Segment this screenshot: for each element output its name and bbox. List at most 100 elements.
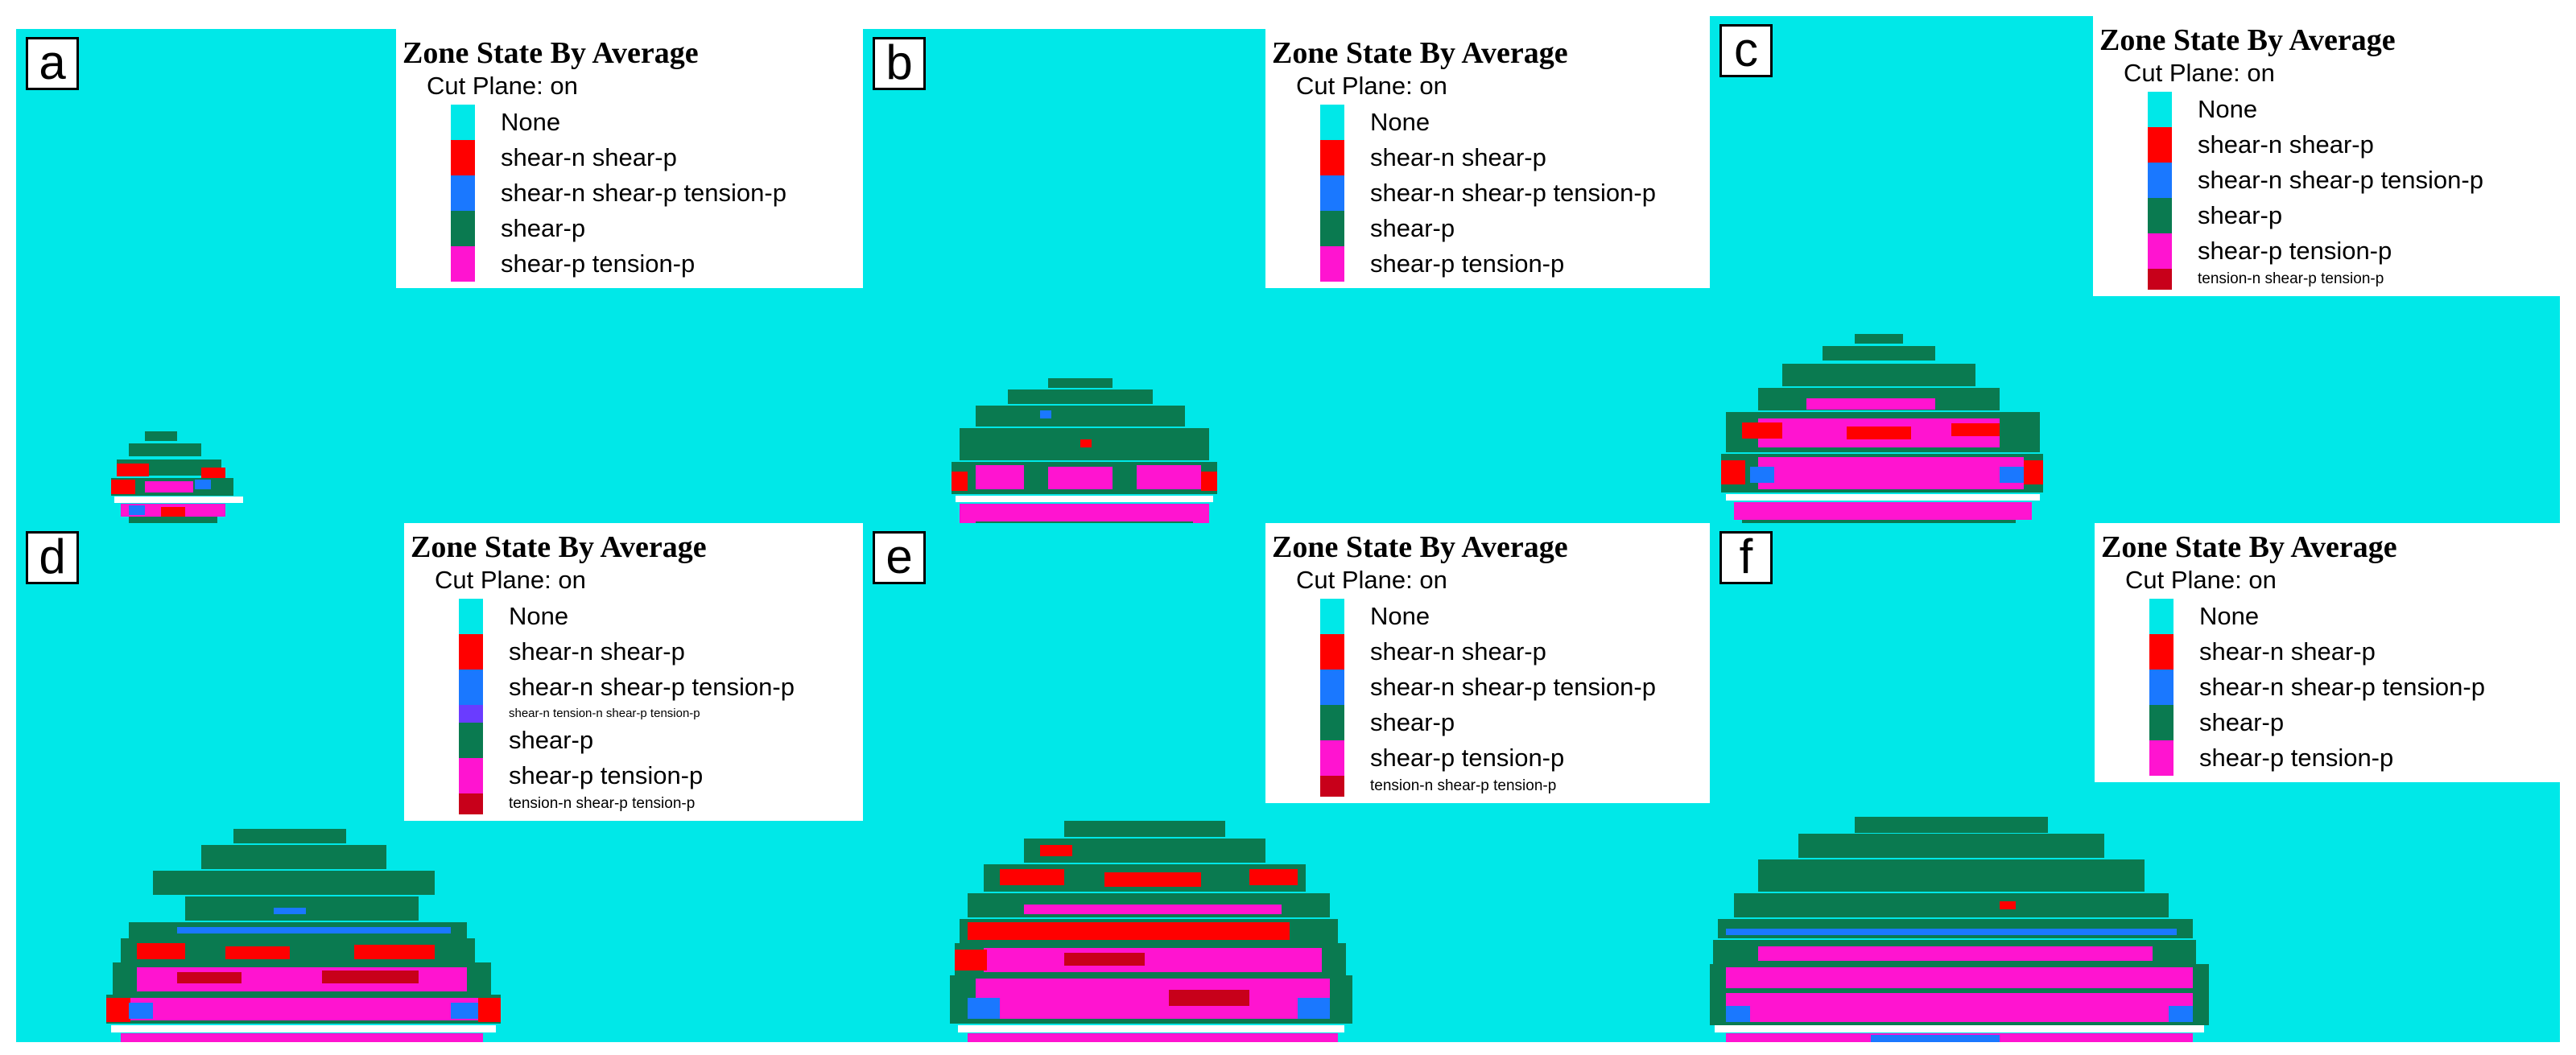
zone-shear-p [976, 406, 1185, 427]
zone-opening [956, 496, 1213, 502]
zone-shear-n-shear-p [478, 998, 501, 1022]
legend-swatch [2149, 634, 2174, 670]
zone-shear-n-shear-p-tension-p [177, 927, 451, 933]
panel-label: a [26, 37, 79, 90]
zone-shear-p [1758, 859, 2145, 892]
legend-label: shear-p [2198, 201, 2283, 229]
legend-label: shear-n shear-p [2198, 130, 2374, 159]
zone-tension-n-shear-p-tension-p [1064, 953, 1145, 966]
legend-item-shear-p-tension-p: shear-p tension-p [1320, 246, 1708, 282]
legend-label: None [501, 108, 561, 136]
zone-shear-n-shear-p [225, 946, 290, 959]
legend-item-shear-p: shear-p [2148, 198, 2560, 233]
legend-label: shear-p [509, 726, 594, 754]
legend-swatch [1320, 670, 1344, 705]
legend-item-none: None [1320, 599, 1708, 634]
legend-item-none: None [2148, 92, 2560, 127]
legend-swatch [451, 211, 475, 246]
legend-item-shear-p-tension-p: shear-p tension-p [459, 758, 863, 793]
panel-label: f [1719, 531, 1773, 584]
legend-swatch [2148, 127, 2172, 163]
legend-swatch [2149, 705, 2174, 740]
legend-subtitle: Cut Plane: on [2124, 59, 2275, 87]
legend-swatch [1320, 211, 1344, 246]
zone-shear-p [1008, 389, 1153, 404]
legend-swatch [1320, 705, 1344, 740]
zone-shear-n-shear-p [1742, 422, 1782, 439]
zone-shear-p-tension-p [145, 481, 193, 492]
panel-e: e Zone State By Average Cut Plane: on No… [863, 523, 1713, 1042]
zone-shear-p [1823, 346, 1935, 361]
zone-shear-n-shear-p-tension-p [1298, 998, 1330, 1019]
zone-shear-p [201, 845, 386, 869]
zone-shear-n-shear-p [1000, 869, 1064, 885]
legend-item-shear-p: shear-p [2149, 705, 2553, 740]
failure-zone-diagram-d [106, 829, 501, 1042]
legend-label: shear-n shear-p [1370, 143, 1546, 171]
legend-swatch [1320, 776, 1344, 797]
zone-shear-n-shear-p-tension-p [195, 480, 211, 489]
zone-shear-n-shear-p-tension-p [1726, 929, 2177, 935]
zone-shear-n-shear-p [2024, 460, 2043, 484]
legend-label: None [2199, 602, 2260, 630]
legend-label: shear-n shear-p tension-p [1370, 673, 1656, 701]
panel-f: f Zone State By Average Cut Plane: on No… [1710, 523, 2560, 1042]
legend-swatch [459, 793, 483, 814]
legend-item-shear-p-tension-p: shear-p tension-p [1320, 740, 1708, 776]
legend-item-shear-p: shear-p [451, 211, 863, 246]
panel-label: b [873, 37, 926, 90]
legend-list: None shear-n shear-p shear-n shear-p tensi… [1272, 599, 1708, 797]
zone-shear-p [129, 443, 201, 456]
legend-swatch [459, 758, 483, 793]
zone-shear-p [145, 431, 177, 441]
legend-subtitle: Cut Plane: on [427, 72, 578, 100]
legend-item-shear-n-shear-p-tension-p: shear-n shear-p tension-p [451, 175, 863, 211]
zone-tension-n-shear-p-tension-p [177, 972, 242, 983]
legend-label: shear-p tension-p [2198, 237, 2392, 265]
zone-shear-p-tension-p [976, 465, 1024, 489]
legend-label: tension-n shear-p tension-p [1370, 777, 1557, 794]
legend-title: Zone State By Average [1272, 530, 1568, 564]
legend: Zone State By Average Cut Plane: on None… [396, 29, 866, 288]
legend-item-shear-p: shear-p [459, 723, 863, 758]
legend-label: shear-p tension-p [1370, 744, 1565, 772]
legend-swatch [2148, 233, 2172, 269]
legend-swatch [2148, 163, 2172, 198]
legend-label: shear-n shear-p [509, 637, 685, 666]
zone-shear-p-tension-p [1726, 993, 2193, 1022]
legend-list: None shear-n shear-p shear-n shear-p tensi… [2101, 599, 2553, 776]
failure-zone-diagram-e [950, 821, 1352, 1042]
zone-opening [114, 497, 243, 503]
legend-item-shear-n-shear-p-tension-p: shear-n shear-p tension-p [2149, 670, 2553, 705]
legend-subtitle: Cut Plane: on [1296, 566, 1447, 594]
zone-shear-n-shear-p [1847, 427, 1911, 439]
panel-a: a Zone State By Average Cut Plane: on No… [16, 29, 866, 548]
zone-shear-p [1782, 364, 1975, 386]
zone-shear-p [1798, 834, 2104, 858]
legend: Zone State By Average Cut Plane: on None… [404, 523, 866, 821]
legend-subtitle: Cut Plane: on [435, 566, 586, 594]
legend-swatch [2148, 269, 2172, 290]
zone-opening [1726, 494, 2040, 501]
zone-shear-n-shear-p [354, 945, 435, 959]
zone-shear-p [1064, 821, 1225, 837]
legend-label: tension-n shear-p tension-p [509, 795, 696, 812]
zone-shear-n-shear-p [1249, 869, 1298, 885]
legend-subtitle: Cut Plane: on [1296, 72, 1447, 100]
legend-list: None shear-n shear-p shear-n shear-p tensi… [2099, 92, 2560, 290]
zone-shear-p [1855, 817, 2048, 833]
legend-swatch [451, 105, 475, 140]
legend-swatch [1320, 599, 1344, 634]
panel-label: d [26, 531, 79, 584]
zone-shear-p-tension-p [984, 948, 1322, 972]
zone-shear-p [233, 829, 346, 843]
legend-item-shear-n-shear-p: shear-n shear-p [451, 140, 863, 175]
legend-label: shear-n shear-p [2199, 637, 2376, 666]
legend-title: Zone State By Average [2101, 530, 2397, 564]
legend-swatch [459, 599, 483, 634]
legend-item-tension-n-shear-p-tension-p: tension-n shear-p tension-p [1320, 776, 1708, 797]
legend-item-tension-n-shear-p-tension-p: tension-n shear-p tension-p [2148, 269, 2560, 290]
legend-swatch [459, 634, 483, 670]
zone-shear-p-tension-p [1758, 946, 2153, 961]
legend-item-tension-n-shear-p-tension-p: tension-n shear-p tension-p [459, 793, 863, 814]
